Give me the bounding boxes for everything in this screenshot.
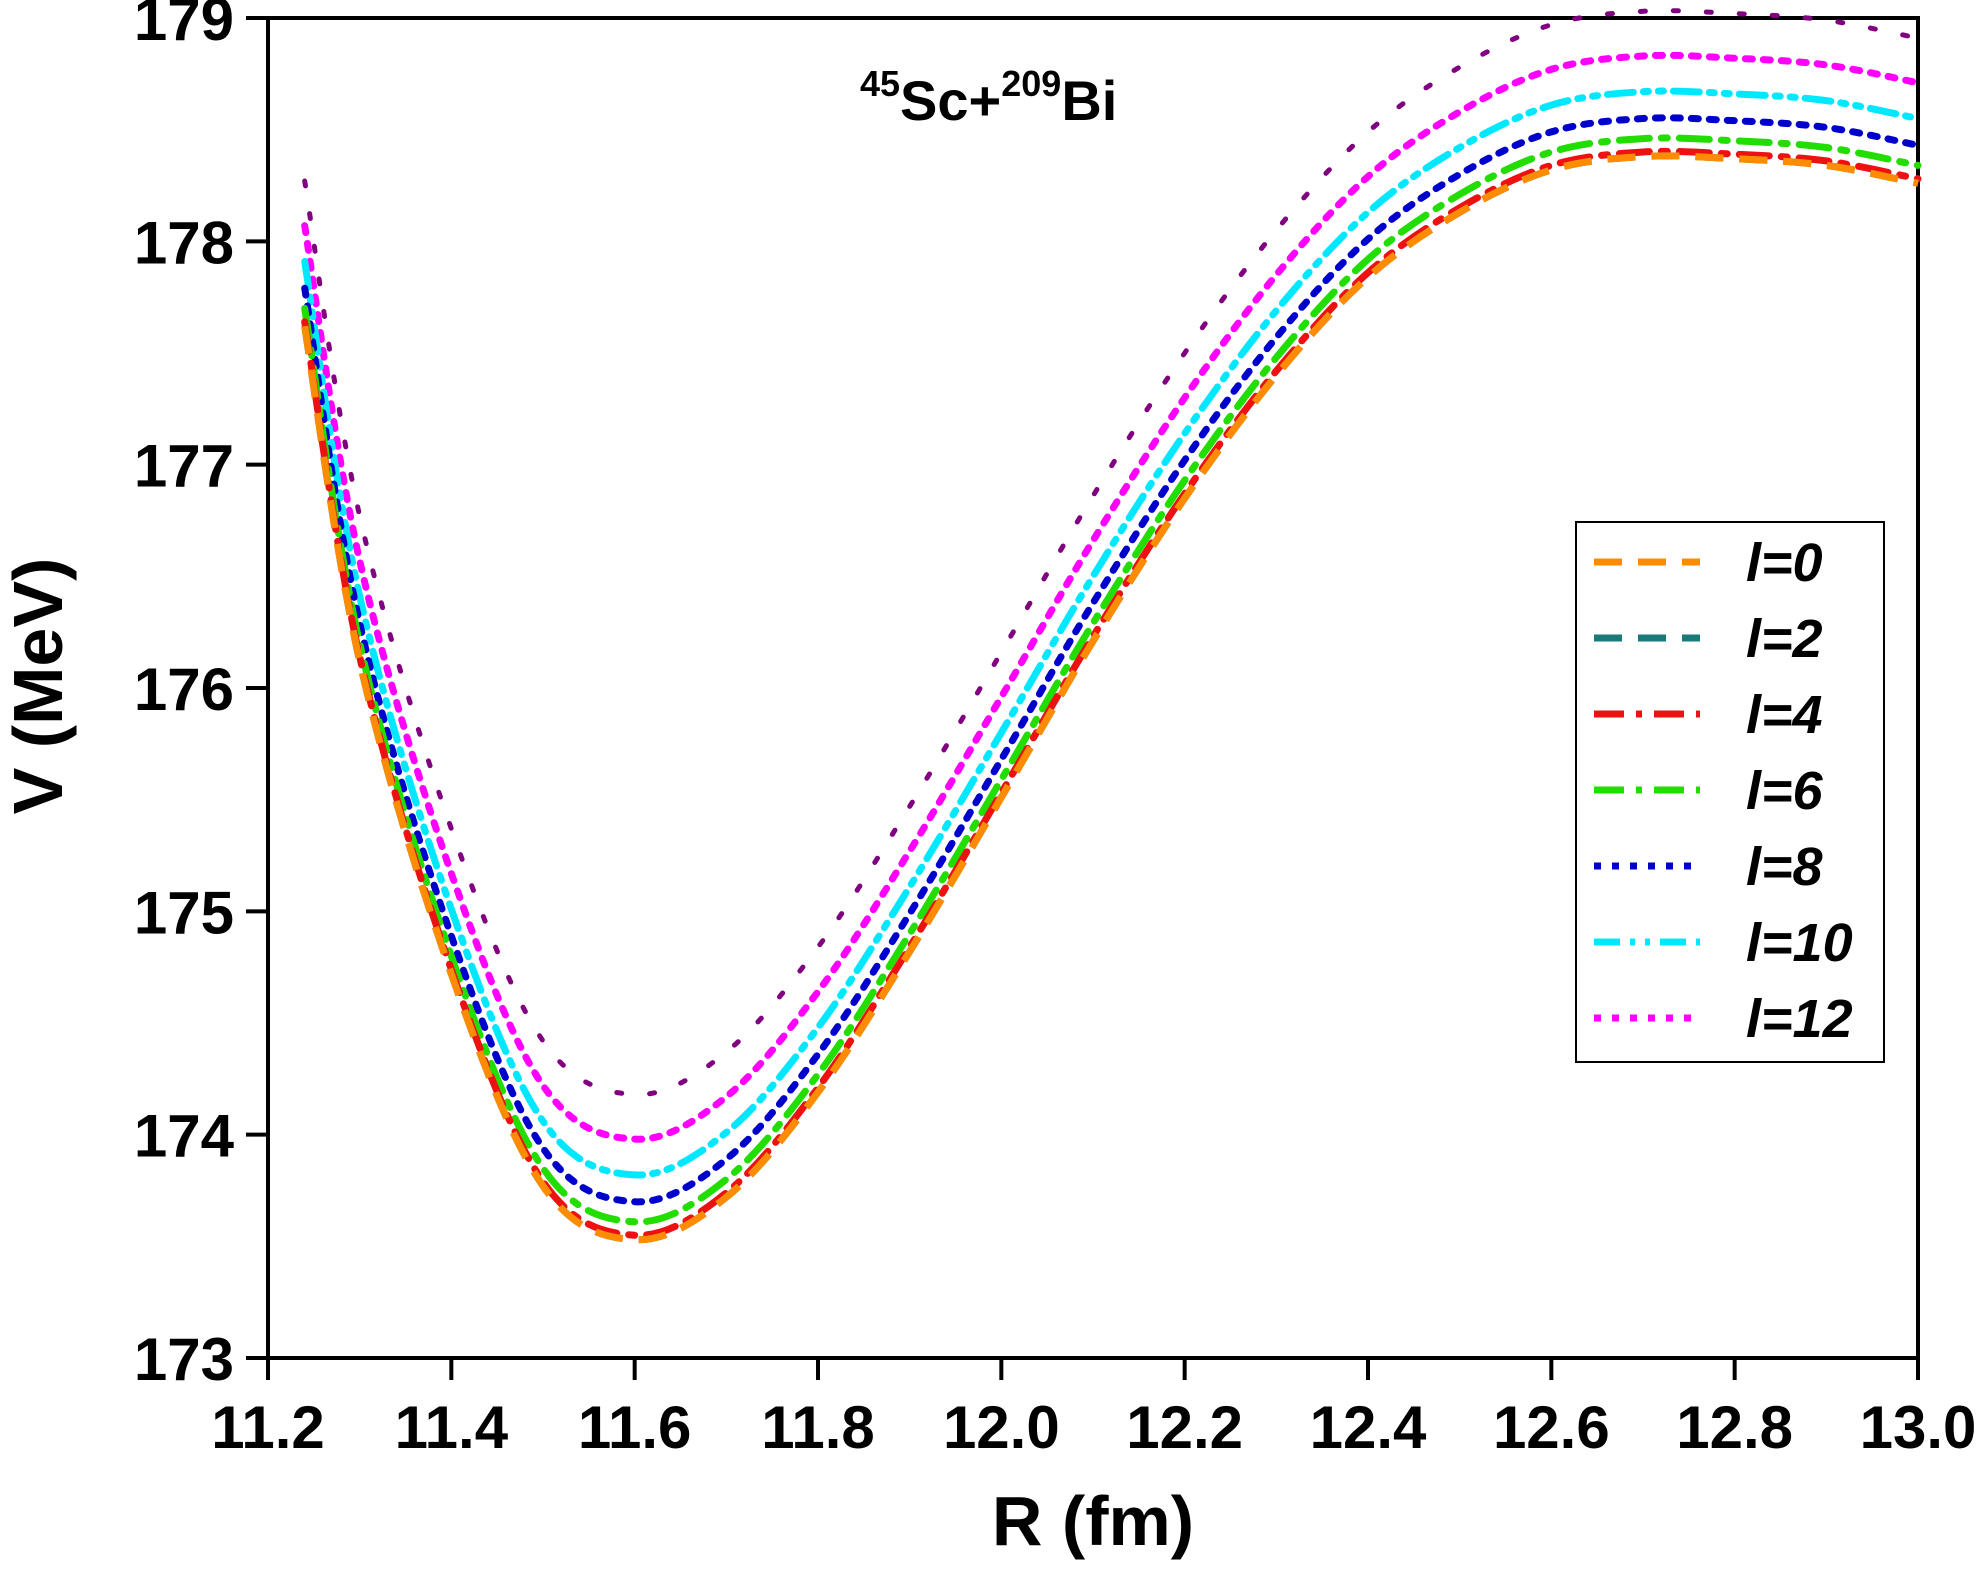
legend-label: l=4 — [1746, 685, 1823, 745]
annotation-superscript: 209 — [1001, 63, 1061, 104]
x-axis-title: R (fm) — [992, 1482, 1194, 1560]
x-tick-label: 11.2 — [211, 1394, 324, 1461]
annotation-text: Sc+ — [900, 69, 1001, 132]
y-tick-label: 176 — [134, 656, 234, 723]
x-tick-label: 12.8 — [1676, 1394, 1793, 1461]
legend-label: l=0 — [1746, 533, 1823, 593]
y-tick-label: 179 — [134, 0, 234, 53]
y-tick-label: 178 — [134, 209, 234, 276]
legend-label: l=2 — [1746, 609, 1823, 669]
x-tick-label: 12.6 — [1493, 1394, 1610, 1461]
x-axis: 11.2 11.4 11.6 11.8 12.0 12.2 12.4 12.6 12.8 13.0 — [211, 1358, 1976, 1461]
series-line-l-0 — [301, 152, 1919, 1244]
x-tick-label: 11.6 — [578, 1394, 691, 1461]
y-tick-label: 173 — [134, 1326, 234, 1393]
x-tick-label: 12.4 — [1310, 1394, 1427, 1461]
x-tick-label: 13.0 — [1860, 1394, 1977, 1461]
x-tick-label: 11.4 — [395, 1394, 509, 1461]
annotation-text: Bi — [1061, 69, 1117, 132]
x-tick-label: 11.8 — [761, 1394, 874, 1461]
series-line-unlabeled — [302, 8, 1921, 1098]
legend-label: l=8 — [1746, 837, 1823, 897]
y-tick-label: 175 — [134, 879, 234, 946]
series-line-l-6 — [301, 134, 1922, 1226]
y-axis-title: V (MeV) — [0, 558, 77, 815]
series-line-l-10 — [301, 87, 1922, 1179]
legend-label: l=12 — [1746, 989, 1853, 1049]
x-tick-label: 12.0 — [943, 1394, 1060, 1461]
legend: l=0 l=2 l=4 l=6 l=8 l=10 l=12 — [1575, 521, 1885, 1063]
x-tick-label: 12.2 — [1126, 1394, 1243, 1461]
annotation-superscript: 45 — [860, 63, 900, 104]
y-tick-label: 177 — [134, 433, 234, 500]
legend-box — [1575, 521, 1885, 1063]
reaction-annotation: 45Sc+209Bi — [860, 63, 1117, 132]
legend-label: l=6 — [1746, 761, 1824, 821]
series-line-l-8 — [301, 114, 1922, 1206]
y-axis: 173 174 175 176 177 178 179 — [134, 0, 268, 1393]
series-lines — [301, 8, 1922, 1244]
legend-label: l=10 — [1746, 913, 1853, 973]
series-line-l-12 — [301, 51, 1922, 1143]
y-tick-label: 174 — [134, 1103, 235, 1170]
